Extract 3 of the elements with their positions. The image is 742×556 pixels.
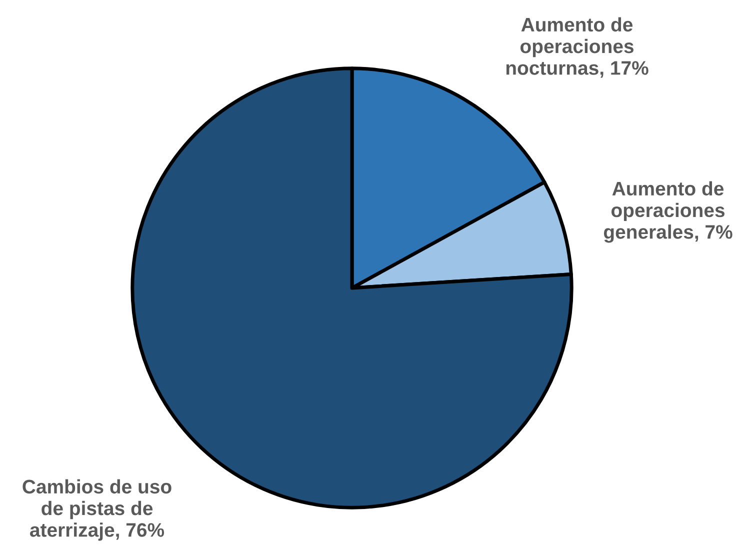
slice-label: Cambios de uso de pistas de aterrizaje, 76% bbox=[22, 479, 172, 541]
slice-label: Aumento de operaciones nocturnas, 17% bbox=[506, 17, 648, 78]
slice-label: Aumento de operaciones generales, 7% bbox=[604, 181, 732, 243]
